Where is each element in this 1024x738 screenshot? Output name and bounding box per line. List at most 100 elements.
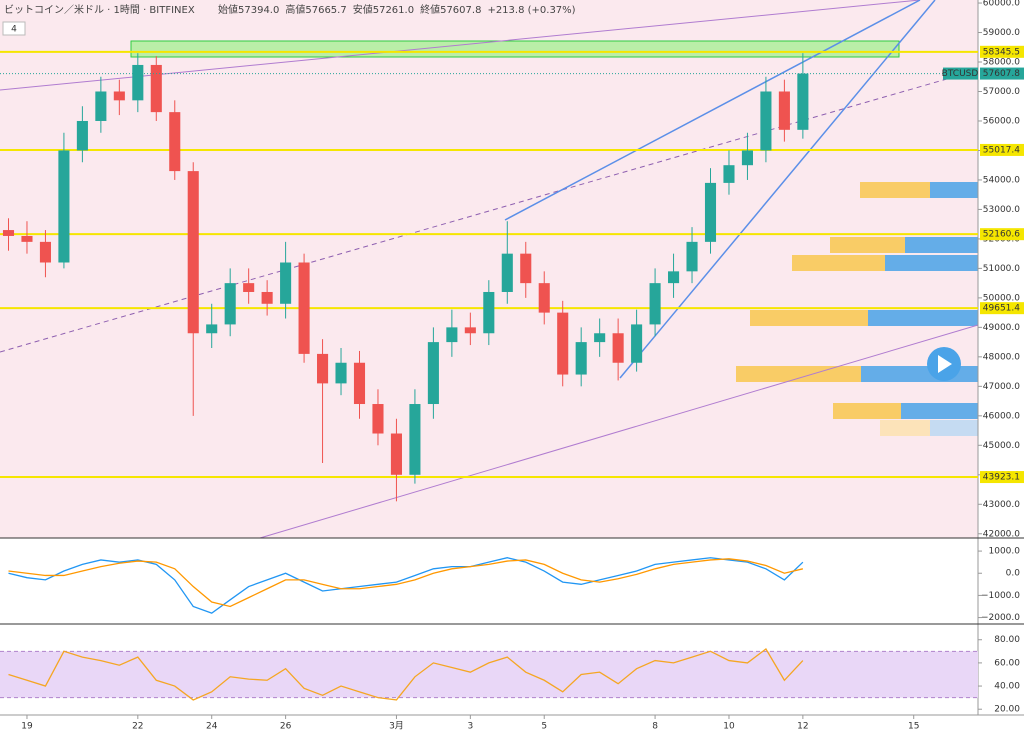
indicator-toggle[interactable] [2,21,26,36]
level-label: 49651.4 [983,304,1020,314]
play-icon [938,355,952,373]
legend-item: 始値57394.0 [218,3,279,16]
x-tick-label: 12 [797,722,808,732]
candle-body [704,182,717,242]
rsi-line [8,648,804,701]
y-tick-label: 48000.0 [983,352,1020,362]
signal-line [8,558,804,608]
y-tick-label: 46000.0 [983,411,1020,421]
legend-item: 終値57607.8 [420,3,481,16]
y-tick-label: −1000.0 [981,591,1020,601]
y-tick-label: 58000.0 [983,58,1020,68]
legend-item: 高値57665.7 [285,3,346,16]
y-tick-label: 53000.0 [983,205,1020,215]
candle-body [169,112,181,172]
level-label: 52160.6 [983,230,1020,240]
candle-body [21,235,33,242]
candle-body [797,73,809,130]
y-tick-label: −2000.0 [981,613,1020,623]
symbol-label: BTCUSD [942,69,979,79]
volume-profile [736,182,978,436]
candle-body [446,327,458,343]
candle-body [501,253,513,292]
candle-body [686,241,698,272]
y-tick-label: 50000.0 [983,293,1020,303]
y-tick-label: 20.00 [994,705,1020,715]
y-tick-label: 43000.0 [983,500,1020,510]
level-label-bg [980,471,1024,484]
y-tick-label: 57000.0 [983,87,1020,97]
y-tick-label: 49000.0 [983,323,1020,333]
candle-body [409,404,421,475]
candle-body [2,230,15,236]
candle-body [280,262,292,304]
level-label-bg [980,228,1024,241]
candle-body [113,91,125,101]
candle-body [150,64,162,113]
channel-bottom [259,324,979,539]
candle-body [464,327,476,334]
level-label: 55017.4 [983,145,1020,155]
candle-body [612,333,624,363]
candle-body [132,64,144,101]
candle-body [58,150,70,263]
candle-body [723,165,735,183]
candle-body [778,91,790,130]
candle-body [95,91,107,121]
x-tick-label: 3 [467,722,473,732]
y-tick-label: 42000.0 [983,529,1020,539]
trend-line [504,0,921,221]
x-tick-label: 10 [723,722,735,732]
level-label: 58345.5 [983,47,1020,57]
candle-body [741,150,753,166]
macd-line [8,557,804,614]
candle-body [520,253,532,284]
y-tick-label: 47000.0 [983,382,1020,392]
x-tick-label: 26 [280,722,292,732]
y-tick-label: 60000.0 [983,0,1020,9]
candle-body [557,312,569,375]
x-tick-label: 8 [652,722,658,732]
candle-body [317,353,329,384]
x-tick-label: 22 [132,722,143,732]
level-label: 43923.1 [983,473,1020,483]
candle-body [538,283,550,313]
candle-body [76,120,88,151]
x-tick-label: 24 [206,722,218,732]
x-tick-label: 5 [541,722,547,732]
candle-body [760,91,772,151]
trend-line [619,0,936,379]
last-price-bg [980,67,1024,80]
mid-line [0,69,979,353]
y-tick-label: 59000.0 [983,28,1020,38]
ohlc-legend: 始値57394.0 高値57665.7 安値57261.0 終値57607.8 +213… [218,3,576,16]
candle-body [649,283,661,325]
candle-body [298,262,310,354]
x-tick-label: 15 [908,722,919,732]
candle-body [427,342,439,405]
y-tick-label: 40.00 [994,682,1020,692]
level-label-bg [980,302,1024,315]
y-tick-label: 0.0 [1006,569,1021,579]
last-price: 57607.8 [983,69,1020,79]
candle-body [39,241,51,263]
rsi-band [0,651,978,698]
y-tick-label: 60.00 [994,658,1020,668]
y-tick-label: 1000.0 [989,547,1021,557]
candle-body [483,291,495,334]
x-tick-label: 3月 [389,721,404,732]
candle-body [261,291,273,304]
candle-body [224,283,236,325]
candle-body [335,362,347,384]
candle-body [372,404,384,434]
y-tick-label: 51000.0 [983,264,1020,274]
candle-body [631,324,643,363]
candle-body [206,324,218,334]
y-tick-label: 80.00 [994,635,1020,645]
candle-body [668,271,680,284]
candle-body [353,362,366,405]
indicator-count[interactable]: 4 [11,25,17,35]
candle-body [594,333,606,343]
zone [130,40,900,58]
